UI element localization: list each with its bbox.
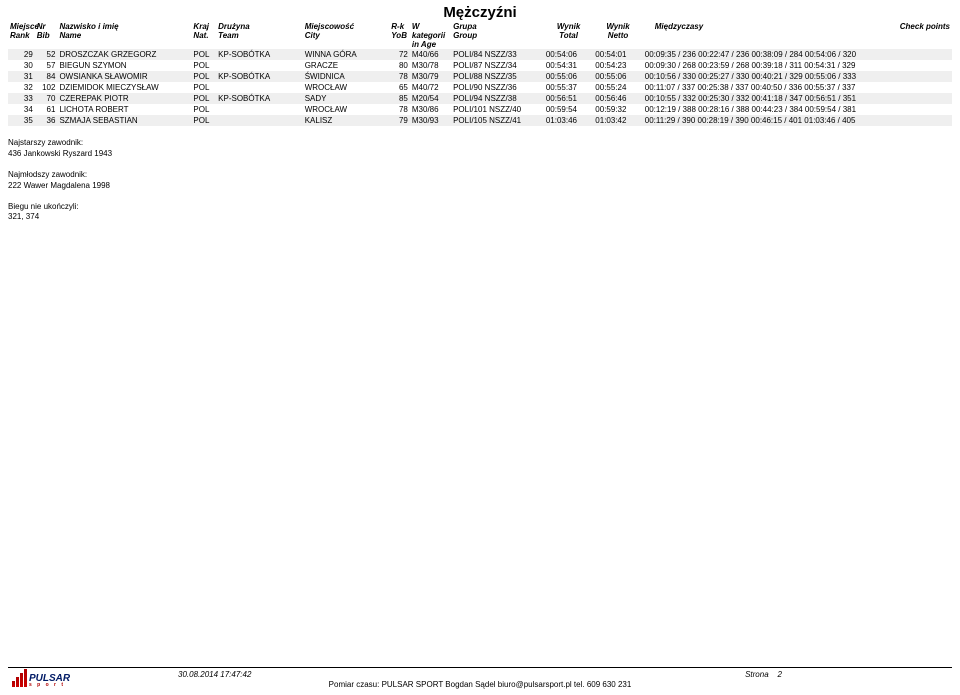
results-table: MiejsceRank NrBib Nazwisko i imięName Kr… bbox=[8, 23, 952, 126]
table-body: 2952DROSZCZAK GRZEGORZPOLKP-SOBÓTKAWINNA… bbox=[8, 49, 952, 126]
col-checks: Międzyczasy Check points bbox=[643, 23, 952, 49]
col-total: WynikTotal bbox=[544, 23, 593, 49]
col-nat: KrajNat. bbox=[191, 23, 216, 49]
dnf-value: 321, 374 bbox=[8, 212, 952, 223]
logo: PULSAR s p o r t bbox=[12, 669, 70, 687]
col-yob: R-kYoB bbox=[389, 23, 410, 49]
col-netto: WynikNetto bbox=[593, 23, 642, 49]
oldest-label: Najstarszy zawodnik: bbox=[8, 138, 952, 149]
table-row: 3461LICHOTA ROBERTPOLWROCŁAW78M30/86POLI… bbox=[8, 104, 952, 115]
table-row: 2952DROSZCZAK GRZEGORZPOLKP-SOBÓTKAWINNA… bbox=[8, 49, 952, 60]
col-city: MiejscowośćCity bbox=[303, 23, 390, 49]
footer-page: Strona 2 bbox=[745, 670, 782, 679]
logo-bars-icon bbox=[12, 669, 27, 687]
col-age: W kategoriiin Age bbox=[410, 23, 451, 49]
footer-credit: Pomiar czasu: PULSAR SPORT Bogdan Sądel … bbox=[8, 680, 952, 689]
col-team: DrużynaTeam bbox=[216, 23, 303, 49]
logo-text: PULSAR s p o r t bbox=[29, 674, 70, 688]
table-header: MiejsceRank NrBib Nazwisko i imięName Kr… bbox=[8, 23, 952, 49]
table-row: 3057BIEGUN SZYMONPOLGRACZE80M30/78POLI/8… bbox=[8, 60, 952, 71]
col-bib: NrBib bbox=[35, 23, 58, 49]
col-group: GrupaGroup bbox=[451, 23, 544, 49]
youngest-value: 222 Wawer Magdalena 1998 bbox=[8, 181, 952, 192]
notes-block: Najstarszy zawodnik: 436 Jankowski Rysza… bbox=[8, 138, 952, 223]
dnf-label: Biegu nie ukończyli: bbox=[8, 202, 952, 213]
footer-timestamp: 30.08.2014 17:47:42 bbox=[178, 670, 251, 679]
col-rank: MiejsceRank bbox=[8, 23, 35, 49]
youngest-label: Najmłodszy zawodnik: bbox=[8, 170, 952, 181]
table-row: 3184OWSIANKA SŁAWOMIRPOLKP-SOBÓTKAŚWIDNI… bbox=[8, 71, 952, 82]
page-footer: 30.08.2014 17:47:42 Strona 2 Pomiar czas… bbox=[8, 667, 952, 689]
col-name: Nazwisko i imięName bbox=[57, 23, 191, 49]
table-row: 32102DZIEMIDOK MIECZYSŁAWPOLWROCŁAW65M40… bbox=[8, 82, 952, 93]
oldest-value: 436 Jankowski Ryszard 1943 bbox=[8, 149, 952, 160]
page-title: Mężczyźni bbox=[8, 4, 952, 21]
table-row: 3536SZMAJA SEBASTIANPOLKALISZ79M30/93POL… bbox=[8, 115, 952, 126]
table-row: 3370CZEREPAK PIOTRPOLKP-SOBÓTKASADY85M20… bbox=[8, 93, 952, 104]
